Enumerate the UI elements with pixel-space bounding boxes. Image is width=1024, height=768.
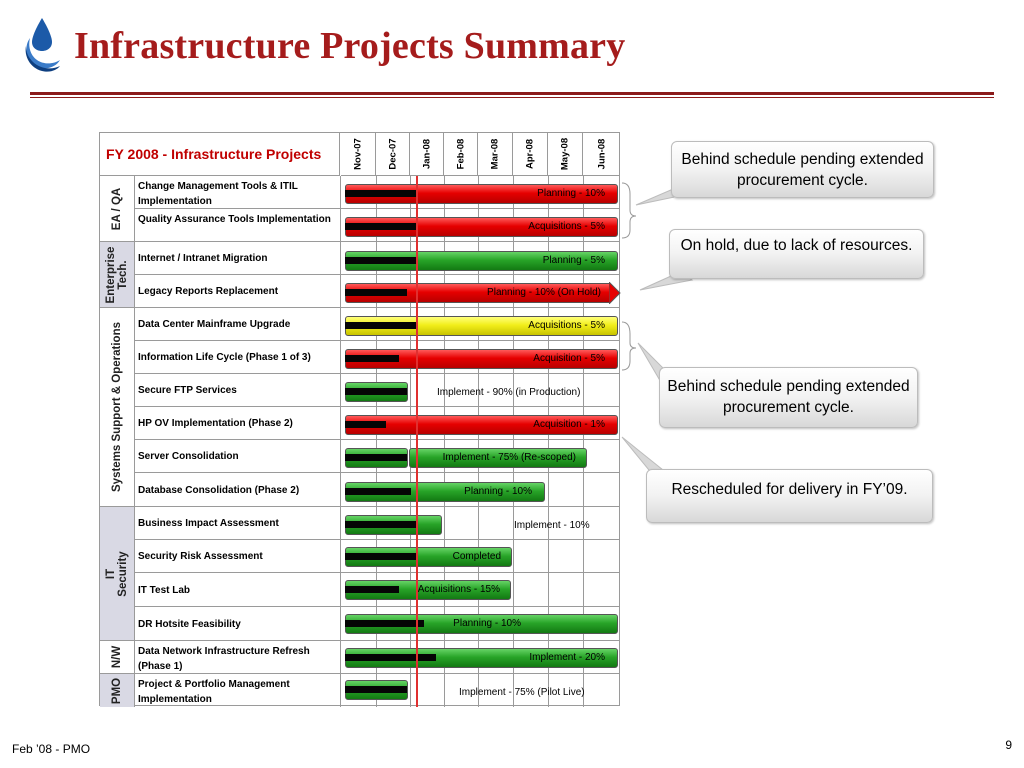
- progress-marker: [345, 257, 416, 264]
- gantt-bar: Acquisitions - 15%: [345, 580, 511, 600]
- callout-note: Behind schedule pending extended procure…: [659, 367, 918, 428]
- status-label: Implement - 10%: [514, 520, 590, 531]
- title-rule: [30, 92, 994, 95]
- logo-icon: [25, 18, 60, 72]
- title-rule-thin: [30, 97, 994, 98]
- month-header: Nov-07: [341, 133, 376, 176]
- status-label: Implement - 75% (Pilot Live): [459, 687, 585, 698]
- project-name: Database Consolidation (Phase 2): [135, 473, 341, 507]
- project-name: Business Impact Assessment: [135, 507, 341, 540]
- project-name: Data Network Infrastructure Refresh (Pha…: [135, 641, 341, 674]
- gantt-bar: Implement - 20%: [345, 648, 618, 668]
- progress-marker: [345, 454, 407, 461]
- callout-note: Behind schedule pending extended procure…: [671, 141, 934, 198]
- table-title: FY 2008 - Infrastructure Projects: [100, 133, 340, 176]
- group-network: N/W: [100, 641, 135, 674]
- progress-marker: [345, 388, 407, 395]
- progress-marker: [345, 289, 407, 296]
- callout-note: Rescheduled for delivery in FY’09.: [646, 469, 933, 523]
- group-ea-qa: EA / QA: [100, 176, 135, 242]
- month-header: Jan-08: [410, 133, 444, 176]
- progress-marker: [345, 521, 416, 528]
- gantt-bar: Planning - 10%: [345, 482, 545, 502]
- page-number: 9: [1005, 738, 1012, 752]
- callout-note: On hold, due to lack of resources.: [669, 229, 924, 279]
- arrow-head-icon: [609, 282, 621, 304]
- footer-text: Feb ’08 - PMO: [12, 742, 91, 756]
- progress-marker: [345, 654, 436, 661]
- project-name: Secure FTP Services: [135, 374, 341, 407]
- status-label: Implement - 90% (in Production): [437, 387, 581, 398]
- gantt-bar: Implement - 75% (Re-scoped): [409, 448, 587, 468]
- progress-marker: [345, 686, 407, 693]
- projects-table: FY 2008 - Infrastructure Projects Nov-07…: [99, 132, 621, 707]
- project-name: IT Test Lab: [135, 573, 341, 607]
- progress-marker: [345, 553, 416, 560]
- group-pmo: PMO: [100, 674, 135, 707]
- project-name: Security Risk Assessment: [135, 540, 341, 573]
- progress-marker: [345, 586, 399, 593]
- project-name: HP OV Implementation (Phase 2): [135, 407, 341, 440]
- project-name: Information Life Cycle (Phase 1 of 3): [135, 341, 341, 374]
- group-systems-support: Systems Support & Operations: [100, 308, 135, 507]
- progress-marker: [345, 190, 416, 197]
- project-name: Legacy Reports Replacement: [135, 275, 341, 308]
- month-header: Mar-08: [478, 133, 513, 176]
- month-header: Feb-08: [444, 133, 478, 176]
- month-header: Dec-07: [376, 133, 410, 176]
- project-name: Change Management Tools & ITIL Implement…: [135, 176, 341, 209]
- progress-marker: [345, 355, 399, 362]
- page-title: Infrastructure Projects Summary: [74, 25, 626, 67]
- gantt-bar: Planning - 5%: [345, 251, 618, 271]
- group-it-security: IT Security: [100, 507, 135, 641]
- gantt-bar: Acquisitions - 5%: [345, 316, 618, 336]
- month-header: Jun-08: [583, 133, 620, 176]
- current-date-line: [416, 176, 418, 707]
- month-header: May-08: [548, 133, 583, 176]
- month-header: Apr-08: [513, 133, 548, 176]
- project-name: Internet / Intranet Migration: [135, 242, 341, 275]
- progress-marker: [345, 322, 416, 329]
- group-enterprise-tech: Enterprise Tech.: [100, 242, 135, 308]
- project-name: Data Center Mainframe Upgrade: [135, 308, 341, 341]
- progress-marker: [345, 620, 424, 627]
- project-name: DR Hotsite Feasibility: [135, 607, 341, 641]
- project-name: Quality Assurance Tools Implementation: [135, 209, 341, 242]
- project-name: Server Consolidation: [135, 440, 341, 473]
- progress-marker: [345, 488, 411, 495]
- progress-marker: [345, 223, 416, 230]
- project-name: Project & Portfolio Management Implement…: [135, 674, 341, 707]
- progress-marker: [345, 421, 386, 428]
